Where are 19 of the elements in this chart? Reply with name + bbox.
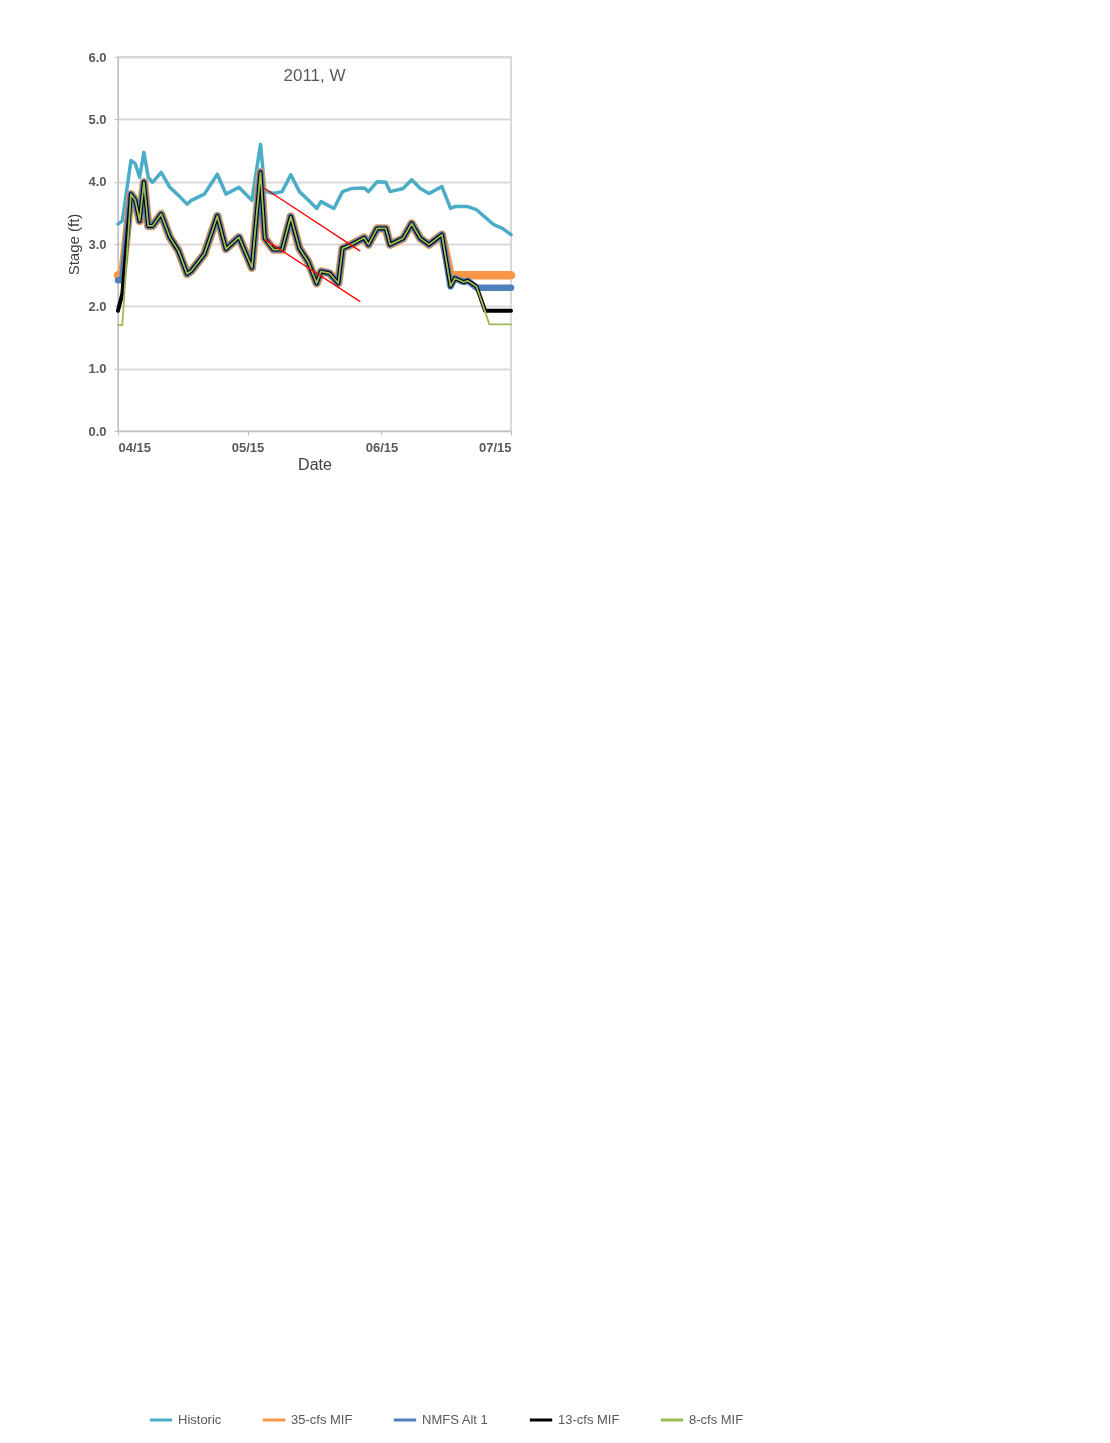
x-axis-title: Date	[298, 455, 332, 473]
legend-label: 8-cfs MIF	[689, 1412, 744, 1427]
x-tick-label: 06/15	[365, 439, 399, 455]
y-axis-title: Stage (ft)	[65, 213, 83, 276]
y-tick-label: 2.0	[88, 298, 107, 314]
x-tick-label: 05/15	[231, 439, 265, 455]
legend-label: 35-cfs MIF	[291, 1412, 353, 1427]
text: 2011, W	[283, 66, 346, 85]
y-tick-label: 1.0	[88, 361, 107, 377]
legend-label: Historic	[178, 1412, 222, 1427]
legend-label: 13-cfs MIF	[558, 1412, 620, 1427]
y-tick-label: 4.0	[88, 174, 107, 190]
x-tick-label: 07/15	[478, 439, 512, 455]
x-tick-label: 04/15	[118, 439, 152, 455]
y-tick-label: 5.0	[88, 111, 107, 127]
y-tick-label: 0.0	[88, 423, 107, 439]
legend-label: NMFS Alt 1	[422, 1412, 488, 1427]
y-tick-label: 6.0	[88, 49, 107, 65]
y-tick-label: 3.0	[88, 236, 107, 252]
